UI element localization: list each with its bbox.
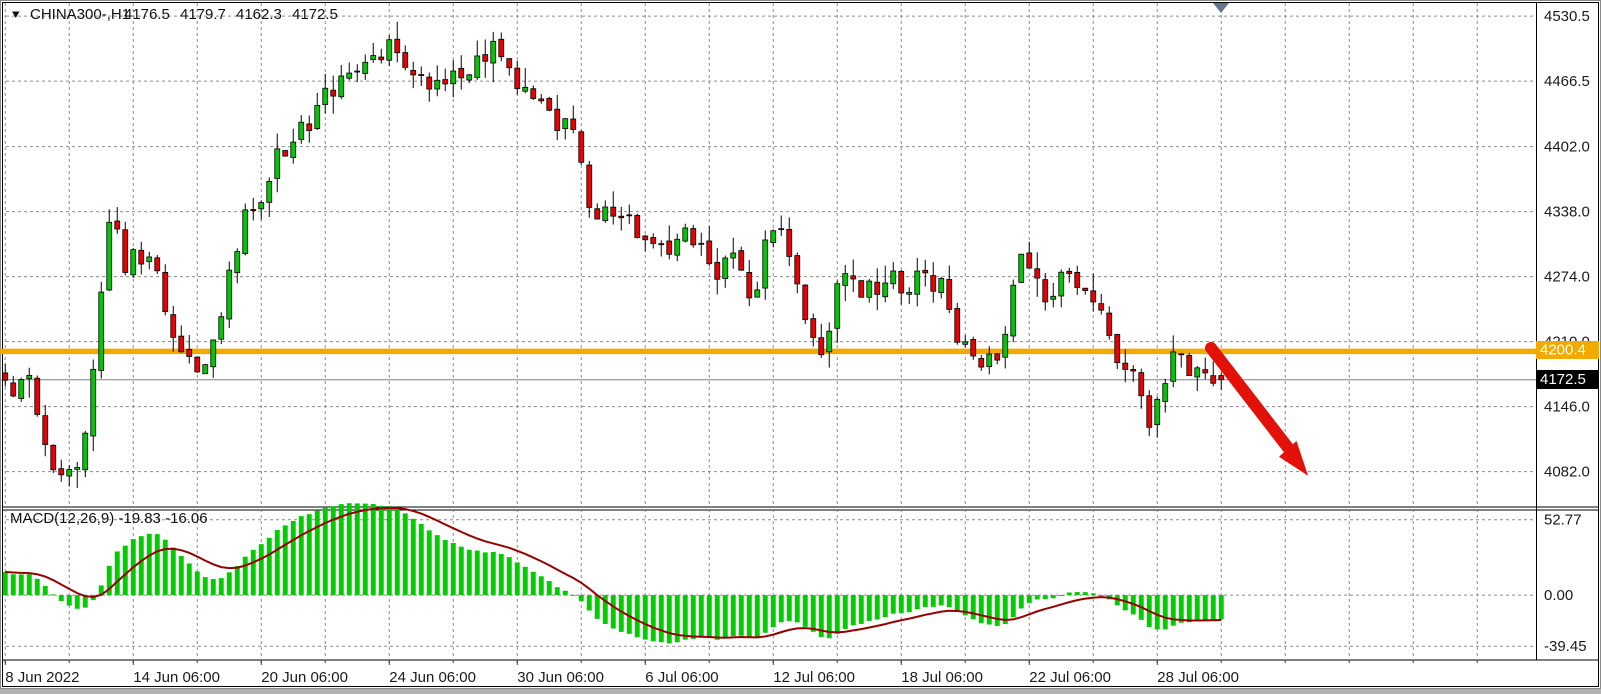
svg-text:4162.3: 4162.3 [236,6,282,23]
svg-text:4466.5: 4466.5 [1544,73,1590,90]
svg-text:24 Jun 06:00: 24 Jun 06:00 [389,669,476,686]
svg-text:22 Jul 06:00: 22 Jul 06:00 [1029,669,1111,686]
svg-text:18 Jul 06:00: 18 Jul 06:00 [901,669,983,686]
svg-text:4338.0: 4338.0 [1544,204,1590,221]
svg-text:28 Jul 06:00: 28 Jul 06:00 [1157,669,1239,686]
svg-text:20 Jun 06:00: 20 Jun 06:00 [261,669,348,686]
svg-text:4530.5: 4530.5 [1544,8,1590,25]
svg-text:8 Jun 2022: 8 Jun 2022 [5,669,79,686]
svg-text:4146.0: 4146.0 [1544,399,1590,416]
svg-text:MACD(12,26,9) -19.83 -16.06: MACD(12,26,9) -19.83 -16.06 [10,510,208,527]
svg-text:4200.4: 4200.4 [1540,342,1586,359]
svg-text:0.00: 0.00 [1544,587,1573,604]
svg-text:6 Jul 06:00: 6 Jul 06:00 [645,669,718,686]
svg-text:52.77: 52.77 [1544,512,1582,529]
svg-text:CHINA300-,H1: CHINA300-,H1 [30,6,130,23]
svg-text:4172.5: 4172.5 [1540,371,1586,388]
svg-text:4179.7: 4179.7 [180,6,226,23]
svg-text:-39.45: -39.45 [1544,638,1587,655]
svg-text:4402.0: 4402.0 [1544,139,1590,156]
svg-text:4274.0: 4274.0 [1544,269,1590,286]
svg-text:14 Jun 06:00: 14 Jun 06:00 [133,669,220,686]
svg-text:4082.0: 4082.0 [1544,464,1590,481]
svg-text:12 Jul 06:00: 12 Jul 06:00 [773,669,855,686]
svg-text:4172.5: 4172.5 [292,6,338,23]
svg-text:4176.5: 4176.5 [124,6,170,23]
svg-text:30 Jun 06:00: 30 Jun 06:00 [517,669,604,686]
